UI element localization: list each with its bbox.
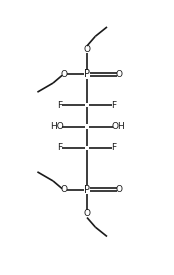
Text: O: O	[116, 185, 123, 194]
Text: F: F	[57, 101, 63, 109]
Text: HO: HO	[50, 122, 64, 131]
Text: O: O	[116, 70, 123, 79]
Text: O: O	[84, 45, 90, 54]
Text: O: O	[84, 210, 90, 218]
Text: P: P	[84, 185, 90, 195]
Text: F: F	[57, 144, 63, 152]
Text: O: O	[61, 185, 68, 194]
Text: P: P	[84, 69, 90, 79]
Text: F: F	[111, 144, 117, 152]
Text: O: O	[61, 70, 68, 79]
Text: F: F	[111, 101, 117, 109]
Text: OH: OH	[111, 122, 125, 131]
